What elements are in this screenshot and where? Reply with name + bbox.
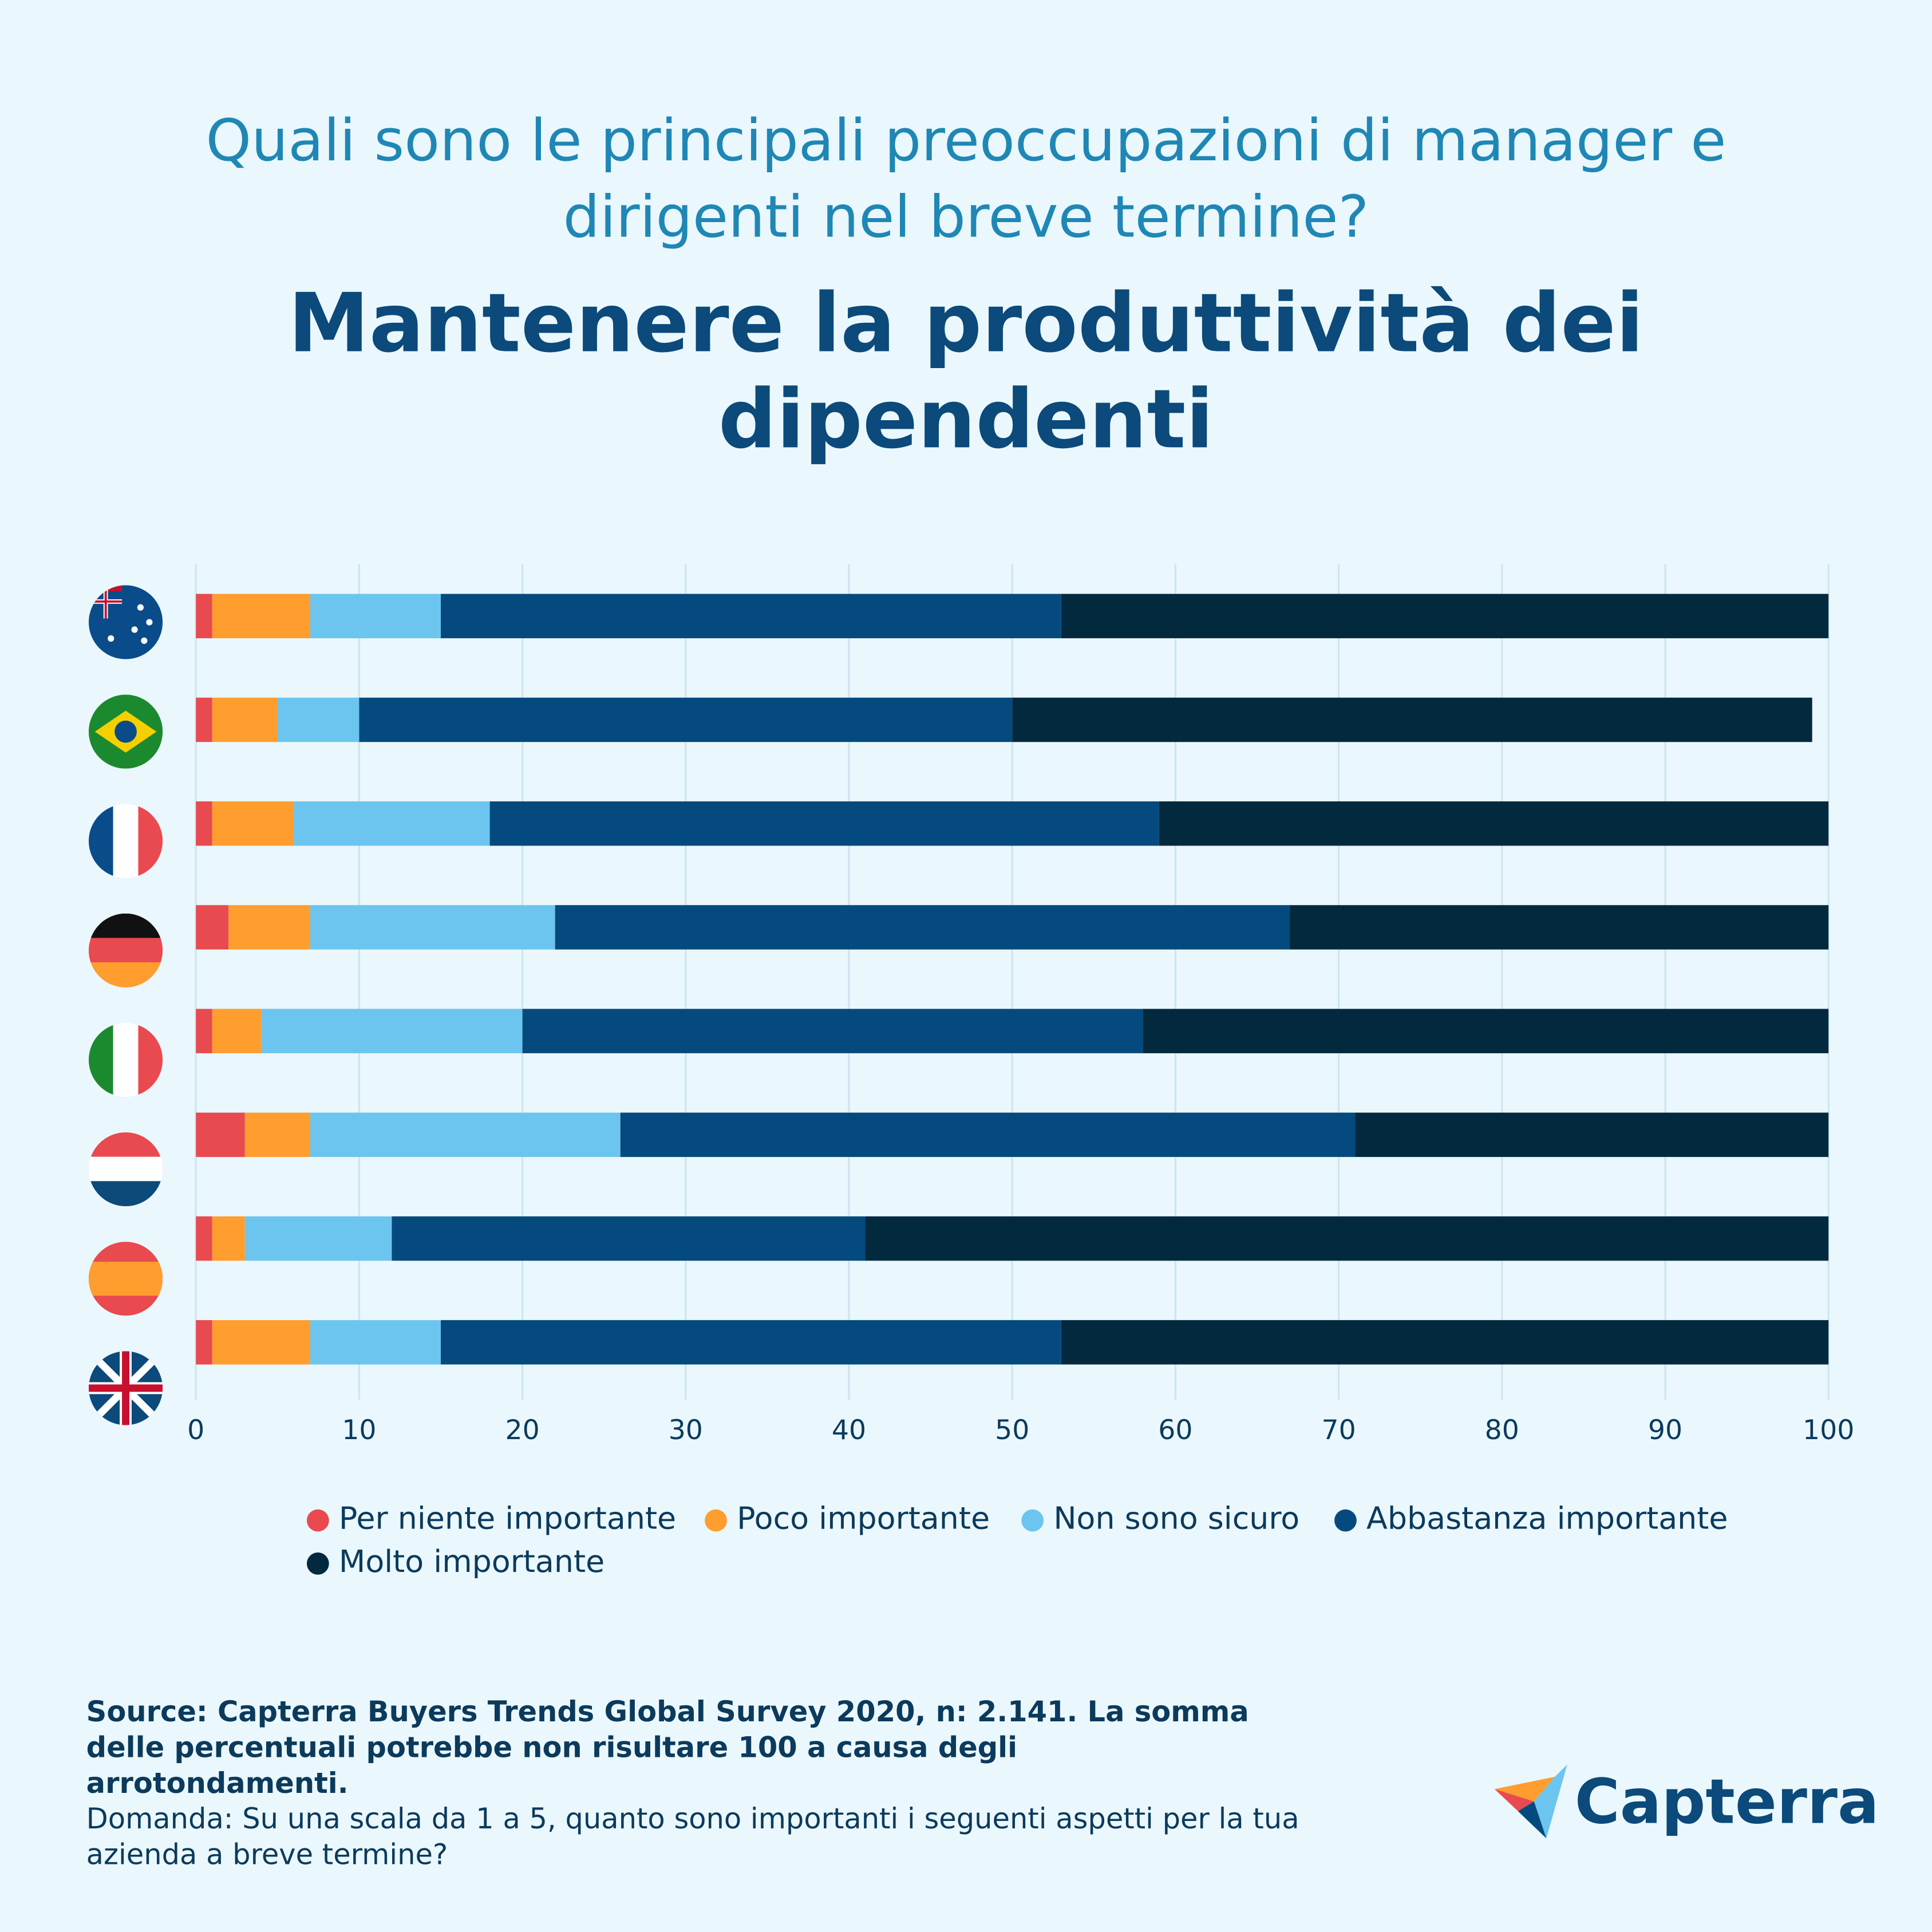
legend-swatch (306, 1552, 329, 1575)
bar-segment (310, 594, 441, 638)
bar-segment (294, 801, 490, 846)
bar-segment (310, 1320, 441, 1365)
bar-segment (1012, 697, 1812, 742)
bar-segment (196, 1320, 212, 1365)
x-tick-label: 90 (1648, 1415, 1682, 1446)
legend-label: Non sono sicuro (1053, 1500, 1299, 1536)
question-note: Domanda: Su una scala da 1 a 5, quanto s… (86, 1804, 1299, 1872)
legend-label: Per niente importante (339, 1500, 676, 1536)
bar-segment (212, 801, 294, 846)
flag-icon (88, 1242, 163, 1316)
legend-label: Poco importante (737, 1500, 990, 1536)
bar-segment (441, 594, 1061, 638)
bar-segment (392, 1216, 866, 1261)
x-tick-label: 50 (995, 1415, 1029, 1446)
bar-segment (1159, 801, 1829, 846)
flag-icon (88, 804, 163, 878)
chart-title: Mantenere la produttività dei dipendenti (288, 276, 1644, 467)
capterra-logo: Capterra (1494, 1764, 1879, 1839)
bar-segment (261, 1009, 523, 1053)
legend-swatch (1021, 1509, 1044, 1532)
flag-part (138, 1022, 163, 1097)
legend-swatch (306, 1509, 329, 1532)
flag-part (88, 600, 123, 603)
bar-segment (865, 1216, 1829, 1261)
x-tick-label: 40 (832, 1415, 866, 1446)
bar-segment (1290, 905, 1829, 950)
flag-part (88, 1262, 163, 1296)
legend-swatch (1334, 1509, 1357, 1532)
flag-part (88, 585, 123, 591)
flag-part (88, 1132, 163, 1157)
bar-segment (196, 1216, 212, 1261)
x-tick-label: 0 (187, 1415, 204, 1446)
flag-part (146, 619, 153, 626)
bar-segment (522, 1009, 1143, 1053)
flag-icon (88, 1132, 163, 1207)
bar-segment (1143, 1009, 1829, 1053)
bar-segment (212, 594, 310, 638)
flag-part (88, 1181, 163, 1207)
flag-part (88, 1156, 163, 1182)
bar-segment (277, 697, 359, 742)
bar-segment (244, 1216, 392, 1261)
legend-label: Molto importante (339, 1543, 605, 1579)
flag-part (88, 913, 163, 939)
brand-name: Capterra (1575, 1767, 1879, 1838)
x-tick-label: 10 (342, 1415, 376, 1446)
bar-segment (212, 1320, 310, 1365)
flag-part (114, 720, 137, 743)
bar-segment (212, 1216, 245, 1261)
flag-part (137, 604, 144, 611)
bar-segment (196, 697, 212, 742)
bar-segment (244, 1112, 310, 1157)
bar-segment (489, 801, 1159, 846)
flag-icon (88, 585, 163, 659)
bar-segment (1061, 1320, 1829, 1365)
legend-label: Abbastanza importante (1366, 1500, 1728, 1536)
bar-segment (196, 1009, 212, 1053)
bar-segment (441, 1320, 1061, 1365)
x-tick-label: 80 (1485, 1415, 1519, 1446)
flag-part (88, 1384, 163, 1392)
bar-segment (359, 697, 1013, 742)
bar-segment (310, 905, 555, 950)
flag-part (141, 637, 148, 644)
flag-part (88, 962, 163, 987)
x-tick-label: 20 (505, 1415, 540, 1446)
bar-segment (196, 1112, 245, 1157)
bar-segment (228, 905, 310, 950)
bar-segment (310, 1112, 621, 1157)
flag-part (88, 804, 113, 878)
x-tick-label: 30 (669, 1415, 703, 1446)
chart-subtitle: Quali sono le principali preoccupazioni … (206, 107, 1726, 252)
footnote: Source: Capterra Buyers Trends Global Su… (86, 1696, 1318, 1874)
x-tick-label: 70 (1321, 1415, 1356, 1446)
bar-segment (555, 905, 1290, 950)
bar-segment (212, 1009, 262, 1053)
bar-segment (1061, 594, 1829, 638)
flag-part (138, 804, 163, 878)
bar-segment (196, 905, 229, 950)
flag-part (88, 938, 163, 963)
flag-icon (88, 1351, 163, 1425)
bar-segment (196, 801, 212, 846)
source-note: Source: Capterra Buyers Trends Global Su… (86, 1696, 1249, 1800)
flag-part (131, 626, 138, 633)
bar-segment (620, 1112, 1356, 1157)
flag-icon (88, 913, 163, 987)
flag-part (88, 1022, 113, 1097)
flag-part (108, 635, 114, 642)
flag-icon (88, 694, 163, 769)
bar-segment (196, 594, 212, 638)
bar-segment (212, 697, 278, 742)
bar-segment (1355, 1112, 1829, 1157)
x-tick-label: 100 (1803, 1415, 1854, 1446)
x-tick-label: 60 (1158, 1415, 1192, 1446)
flag-icon (88, 1022, 163, 1097)
legend-swatch (705, 1509, 727, 1532)
